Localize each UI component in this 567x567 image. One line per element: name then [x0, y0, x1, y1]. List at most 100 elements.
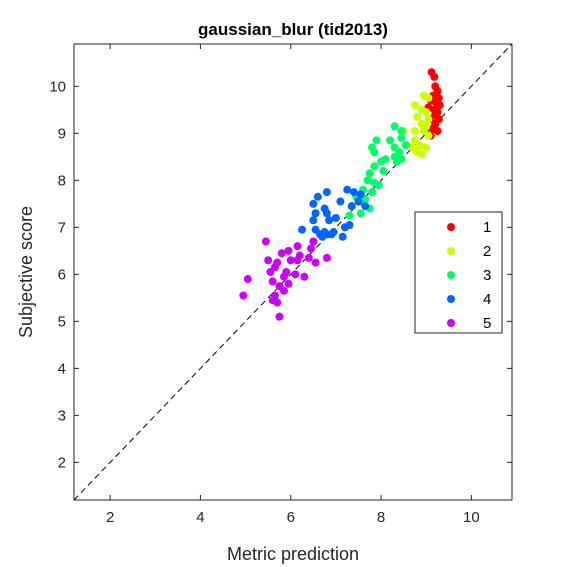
data-point [370, 162, 379, 171]
data-point [417, 150, 426, 159]
data-point [268, 277, 277, 286]
data-point [386, 136, 395, 145]
data-point [433, 126, 442, 135]
data-point [349, 188, 358, 197]
data-point [311, 258, 320, 267]
x-tick-label: 4 [196, 509, 204, 526]
data-point [284, 246, 293, 255]
data-point [307, 244, 316, 253]
data-point [430, 72, 439, 81]
data-point [293, 256, 302, 265]
x-tick-label: 2 [106, 509, 114, 526]
x-tick-label: 6 [287, 509, 295, 526]
legend-entry-label: 4 [483, 291, 491, 308]
legend-marker [447, 223, 455, 231]
data-point [239, 291, 248, 300]
data-point [340, 223, 349, 232]
data-point [277, 249, 286, 258]
data-point [313, 192, 322, 201]
data-point [424, 94, 433, 103]
data-point [298, 225, 307, 234]
data-point [361, 202, 370, 211]
data-point [327, 230, 336, 239]
series-3 [345, 122, 410, 220]
data-point [261, 237, 270, 246]
data-point [304, 253, 313, 262]
legend-marker [447, 319, 455, 327]
legend-marker [447, 295, 455, 303]
data-point [309, 199, 318, 208]
data-point [374, 181, 383, 190]
series-4 [298, 185, 370, 241]
data-point [300, 272, 309, 281]
legend-box [414, 211, 503, 334]
data-point [379, 166, 388, 175]
data-point [410, 126, 419, 135]
data-point [279, 272, 288, 281]
identity-reference-line [73, 43, 513, 501]
data-point [325, 216, 334, 225]
data-point [370, 148, 379, 157]
data-point [311, 209, 320, 218]
legend-marker [447, 247, 455, 255]
data-point [368, 188, 377, 197]
data-point [365, 169, 374, 178]
x-axis-label: Metric prediction [227, 544, 359, 564]
y-tick-label: 4 [58, 360, 66, 377]
y-tick-label: 9 [58, 125, 66, 142]
legend-entry-label: 3 [483, 267, 491, 284]
y-tick-label: 10 [49, 78, 66, 95]
data-point [286, 256, 295, 265]
data-points [239, 68, 444, 321]
chart-title: gaussian_blur (tid2013) [198, 20, 388, 39]
y-tick-label: 2 [58, 454, 66, 471]
legend-marker [447, 271, 455, 279]
data-point [401, 141, 410, 150]
data-point [392, 157, 401, 166]
data-point [377, 157, 386, 166]
data-point [345, 211, 354, 220]
data-point [293, 242, 302, 251]
y-tick-label: 8 [58, 172, 66, 189]
data-point [322, 209, 331, 218]
data-point [422, 143, 431, 152]
data-point [266, 268, 275, 276]
data-point [413, 112, 422, 121]
legend-entry-label: 1 [483, 219, 491, 236]
data-point [343, 185, 352, 194]
data-point [410, 101, 419, 110]
data-point [243, 275, 252, 284]
series-1 [424, 68, 444, 140]
data-point [318, 232, 327, 241]
data-point [415, 141, 424, 150]
y-axis-label: Subjective score [16, 206, 36, 338]
data-point [390, 122, 399, 131]
series-5 [239, 237, 331, 321]
data-point [397, 134, 406, 143]
x-tick-label: 10 [463, 509, 480, 526]
data-point [372, 136, 381, 145]
x-tick-label: 8 [377, 509, 385, 526]
data-point [291, 270, 300, 279]
data-point [275, 312, 284, 321]
legend-entry-label: 5 [483, 315, 491, 332]
data-point [284, 279, 293, 288]
data-point [356, 209, 365, 218]
data-point [336, 197, 345, 206]
data-point [397, 126, 406, 135]
data-point [309, 237, 318, 246]
legend: 1 2 3 4 5 [414, 211, 503, 334]
series-2 [399, 91, 433, 159]
data-point [354, 197, 363, 206]
data-point [331, 213, 340, 222]
y-tick-label: 5 [58, 313, 66, 330]
y-tick-label: 7 [58, 219, 66, 236]
data-point [435, 101, 444, 110]
data-point [356, 190, 365, 199]
legend-entry-label: 2 [483, 243, 491, 260]
axes-box [73, 43, 513, 501]
data-point [322, 253, 331, 262]
data-point [273, 298, 282, 307]
data-point [347, 202, 356, 211]
